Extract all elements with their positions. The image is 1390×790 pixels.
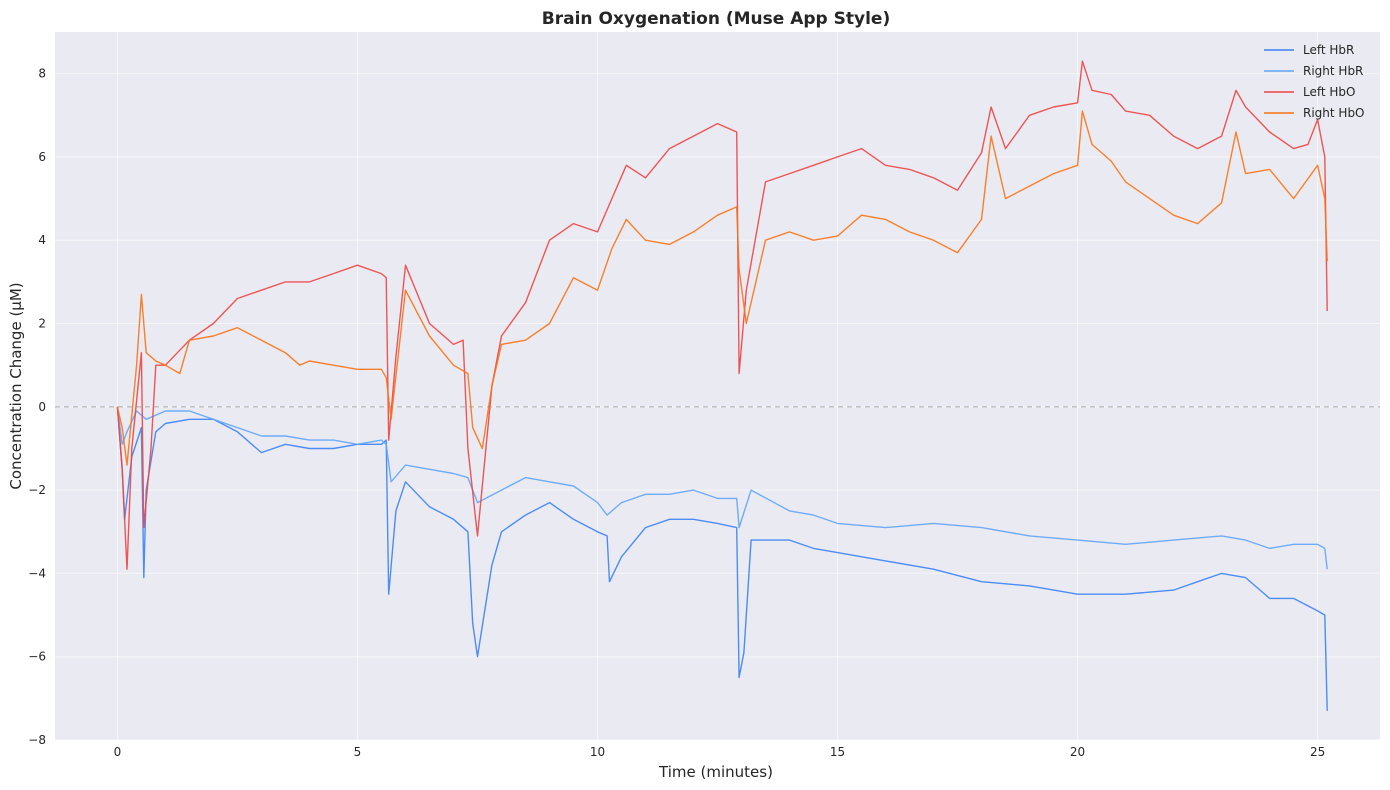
x-axis-label: Time (minutes) [658,763,773,781]
x-tick-label: 25 [1310,745,1325,759]
legend: Left HbR Right HbR Left HbO Right HbO [1264,43,1365,120]
y-axis-label: Concentration Change (µM) [7,282,25,489]
y-tick-label: −6 [28,650,46,664]
y-tick-label: 0 [38,400,46,414]
x-tick-label: 0 [114,745,122,759]
series-line-right-hbo [116,110,1328,466]
series-line-right-hbr [116,406,1328,570]
legend-label-right-hbr: Right HbR [1303,64,1363,78]
x-tick-label: 10 [590,745,605,759]
y-tick-label: 6 [38,150,46,164]
legend-label-left-hbo: Left HbO [1303,85,1355,99]
tick-labels: 0 5 10 15 20 25 −8 −6 −4 −2 0 2 4 6 8 [28,67,1325,759]
x-tick-label: 5 [354,745,362,759]
y-tick-label: 2 [38,317,46,331]
legend-label-left-hbr: Left HbR [1303,43,1354,57]
series-lines [116,60,1328,711]
y-tick-label: −4 [28,566,46,580]
y-tick-label: −2 [28,483,46,497]
y-tick-label: 8 [38,67,46,81]
y-tick-label: 4 [38,233,46,247]
y-tick-label: −8 [28,733,46,747]
legend-label-right-hbo: Right HbO [1303,106,1365,120]
series-line-left-hbo [116,60,1328,570]
x-tick-label: 20 [1070,745,1085,759]
chart-title: Brain Oxygenation (Muse App Style) [542,9,890,29]
plot-area [55,32,1380,740]
x-tick-label: 15 [830,745,845,759]
